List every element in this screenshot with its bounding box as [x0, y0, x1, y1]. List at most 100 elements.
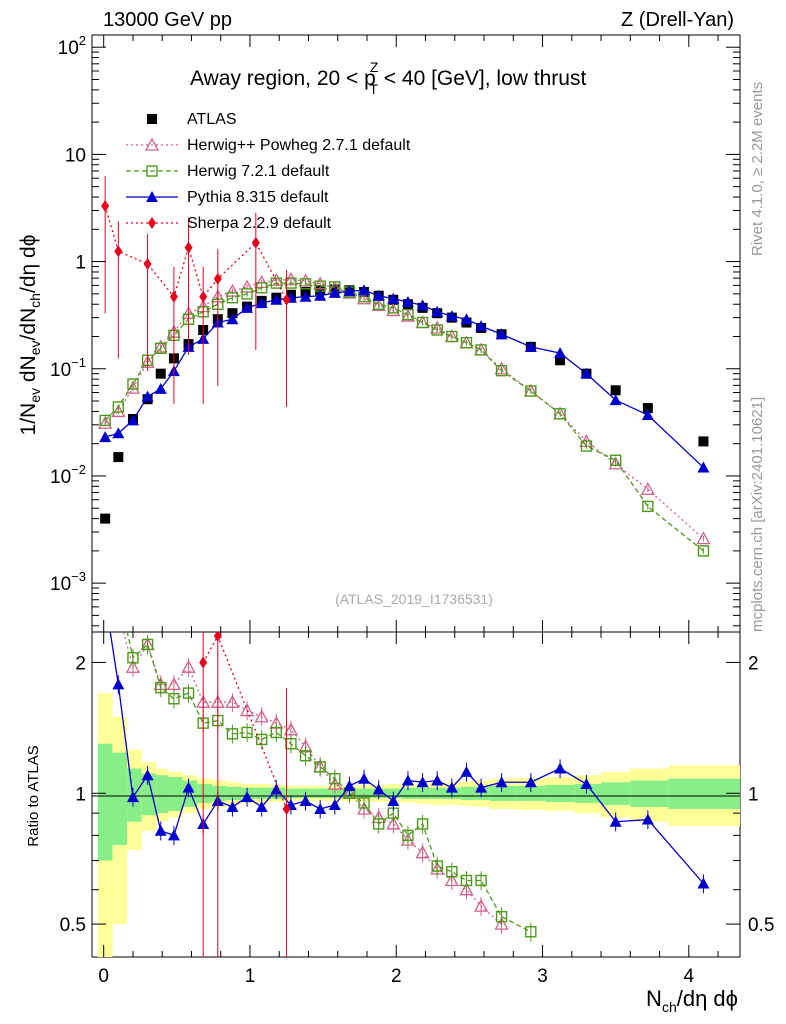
ratio-herwigpp-point: [166, 677, 182, 691]
main-herwig-point: [226, 292, 239, 304]
main-herwig-line: [104, 282, 704, 552]
ratio-pythia-point: [112, 678, 125, 690]
band-inner: [416, 787, 432, 800]
ratio-pythia-point: [609, 815, 622, 827]
main-herwig-point: [554, 408, 566, 420]
main-herwigpp-point: [640, 481, 655, 495]
band-inner: [211, 785, 227, 801]
ratio-herwig-point: [446, 865, 458, 878]
y-tick-label: 10−3: [50, 569, 86, 595]
band-inner: [197, 784, 212, 803]
main-pythia-point: [358, 284, 371, 296]
y-tick-label-base: 1: [75, 253, 86, 274]
main-herwig-point: [285, 277, 297, 289]
ratio-pythia-point: [154, 824, 167, 836]
plot-title: Away region, 20 < pZ T < 40 [GeV], low th…: [190, 59, 586, 97]
main-atlas-point: [610, 385, 621, 396]
ratio-pythia-point: [255, 800, 268, 812]
ratio-pythia-point: [401, 774, 414, 786]
main-pythia-point: [609, 394, 622, 406]
main-atlas-point: [100, 513, 111, 524]
main-herwigpp-point: [386, 303, 401, 317]
main-sherpa-line: [104, 205, 288, 301]
band-inner: [241, 787, 256, 800]
main-herwig-point: [99, 414, 111, 427]
ratio-herwig-point: [155, 681, 167, 694]
main-herwig-point: [127, 378, 139, 390]
ratio-y-tick-label-right: 1: [748, 784, 759, 805]
main-sherpa-point: [251, 236, 260, 249]
band-inner: [445, 787, 461, 800]
ratio-y-tick-label-right: 2: [748, 653, 759, 674]
y-tick-label: 10: [65, 145, 86, 166]
band-inner: [601, 782, 631, 805]
main-sherpa-point: [213, 272, 222, 285]
x-tick-label: 1: [245, 966, 256, 987]
ratio-herwig-point: [329, 773, 341, 785]
y-tick-label-exp: −1: [71, 355, 86, 370]
ratio-pythia-point: [580, 778, 593, 790]
y-tick-label: 1: [75, 253, 86, 274]
band-inner: [460, 786, 476, 800]
ratio-pythia-point: [416, 776, 429, 788]
ratio-pythia-point: [554, 762, 567, 774]
ratio-herwigpp-point: [400, 832, 416, 846]
main-pythia-point: [445, 310, 458, 322]
legend-marker: [147, 114, 157, 124]
ratio-pythia-point: [445, 781, 458, 793]
main-atlas-point: [155, 368, 166, 379]
main-pythia-point: [226, 313, 239, 325]
band-inner: [431, 787, 446, 800]
main-herwig-point: [416, 316, 429, 329]
main-sherpa-point: [184, 241, 193, 254]
y-tick-label-exp: −3: [71, 569, 86, 584]
ratio-herwig-point: [314, 761, 326, 773]
ratio-herwigpp-point: [254, 709, 269, 723]
main-herwigpp-point: [98, 415, 113, 429]
main-atlas-point: [698, 436, 709, 447]
main-pythia-point: [460, 313, 473, 325]
band-inner: [255, 787, 271, 800]
band-inner: [358, 788, 373, 799]
ratio-herwigpp-point: [181, 659, 196, 673]
main-herwig-point: [525, 385, 537, 397]
main-herwigpp-point: [153, 339, 168, 353]
ratio-y-tick-label-right: 0.5: [748, 915, 774, 936]
legend: ATLAS Herwig++ Powheg 2.7.1 default Herwig…: [126, 111, 411, 232]
main-herwigpp-point: [608, 456, 623, 470]
legend-label: Sherpa 2.2.9 default: [187, 215, 332, 232]
ratio-herwigpp-point: [473, 898, 489, 912]
y-tick-label-base: 10: [50, 574, 71, 595]
main-pythia-point: [314, 289, 327, 301]
ratio-uncertainty-bands: [97, 693, 740, 957]
legend-label: Herwig 7.2.1 default: [187, 163, 330, 180]
main-sherpa-point: [114, 245, 123, 258]
band-inner: [314, 788, 329, 799]
legend-label: Herwig++ Powheg 2.7.1 default: [187, 137, 411, 154]
band-inner: [226, 786, 242, 800]
main-pythia-point: [154, 382, 167, 394]
main-atlas-point: [555, 355, 566, 366]
y-tick-label-base: 10: [50, 467, 71, 488]
ratio-pythia-point: [343, 779, 356, 791]
ratio-pythia-point: [372, 783, 385, 795]
main-pythia-point: [328, 286, 341, 298]
band-inner: [156, 775, 169, 814]
ratio-herwig-point: [525, 926, 537, 938]
ratio-y-axis-label: Ratio to ATLAS: [25, 745, 42, 846]
y-tick-label-base: 10: [50, 360, 71, 381]
main-herwig-point: [299, 278, 312, 290]
main-sherpa-point: [101, 200, 110, 213]
band-inner: [668, 778, 740, 810]
main-pythia-point: [580, 367, 593, 379]
ratio-herwig-point: [182, 687, 195, 699]
ratio-pythia-point: [314, 803, 327, 815]
legend-label: Pythia 8.315 default: [187, 189, 329, 206]
ratio-herwigpp-point: [125, 659, 141, 673]
band-inner: [299, 788, 315, 799]
header-right: Z (Drell-Yan): [621, 9, 734, 31]
y-tick-label-exp: −2: [71, 462, 86, 477]
main-herwig-point: [112, 401, 125, 413]
y-tick-label-base: 10: [58, 38, 79, 59]
